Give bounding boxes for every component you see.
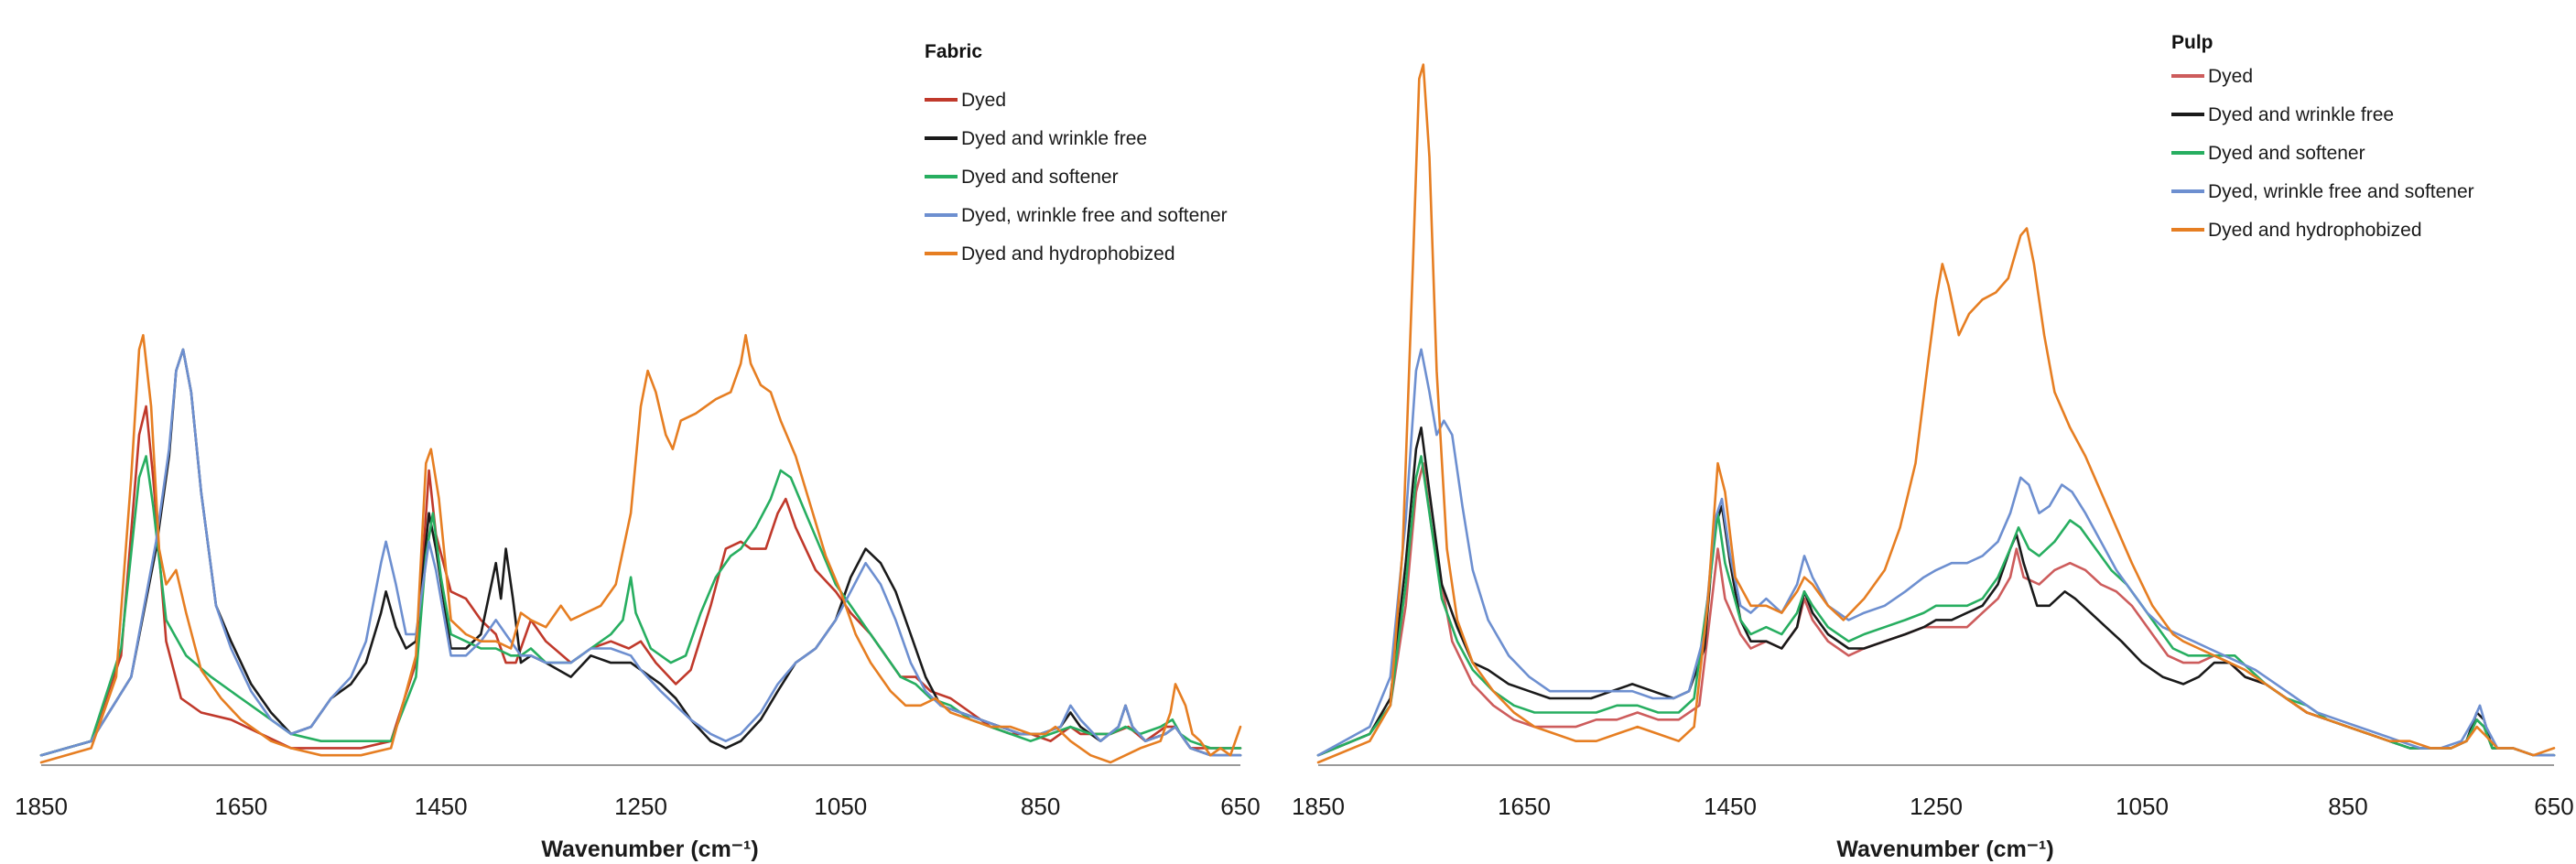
pulp-legend-label: Dyed and hydrophobized xyxy=(2208,220,2422,241)
pulp-x-tick-label: 1450 xyxy=(1704,793,1757,820)
pulp-x-tick-label: 1050 xyxy=(2116,793,2169,820)
fabric-x-tick-label: 850 xyxy=(1021,793,1060,820)
fabric-legend-label: Dyed xyxy=(961,90,1006,111)
fabric-x-tick-label: 1050 xyxy=(814,793,867,820)
pulp-series-dyed-and-hydrophobized xyxy=(1316,63,2556,764)
pulp-x-tick-label: 850 xyxy=(2328,793,2367,820)
pulp-chart: 1850 1650 1450 1250 1050 850 650 Wavenumber (cm… xyxy=(1292,32,2574,862)
fabric-legend-title: Fabric xyxy=(925,41,982,62)
fabric-legend-label: Dyed and softener xyxy=(961,167,1119,188)
pulp-x-tick-label: 1850 xyxy=(1292,793,1345,820)
fabric-legend: Fabric Dyed Dyed and wrinkle free Dyed and … xyxy=(925,41,1228,265)
pulp-x-tick-label: 650 xyxy=(2534,793,2573,820)
pulp-x-tick-label: 1250 xyxy=(1910,793,1963,820)
pulp-legend-label: Dyed xyxy=(2208,66,2253,87)
fabric-legend-label: Dyed, wrinkle free and softener xyxy=(961,205,1228,226)
pulp-legend-label: Dyed and wrinkle free xyxy=(2208,104,2394,125)
fabric-series-dyed-and-softener xyxy=(39,455,1242,757)
fabric-x-tick-label: 1450 xyxy=(415,793,468,820)
pulp-legend-title: Pulp xyxy=(2171,32,2213,53)
fabric-x-tick-label: 1850 xyxy=(15,793,68,820)
pulp-series-dyed-wrinkle-free-and-softener xyxy=(1316,348,2556,757)
fabric-series-dyed xyxy=(39,405,1242,757)
fabric-x-axis-title: Wavenumber (cm⁻¹) xyxy=(541,837,758,862)
fabric-x-tick-label: 650 xyxy=(1220,793,1260,820)
pulp-legend: Pulp Dyed Dyed and wrinkle free Dyed and so… xyxy=(2171,32,2474,241)
fabric-legend-label: Dyed and hydrophobized xyxy=(961,243,1175,265)
pulp-legend-label: Dyed and softener xyxy=(2208,143,2365,164)
pulp-series-dyed-and-wrinkle-free xyxy=(1316,427,2556,757)
pulp-series-dyed xyxy=(1316,461,2556,757)
pulp-x-axis-title: Wavenumber (cm⁻¹) xyxy=(1836,837,2053,862)
fabric-chart: 1850 1650 1450 1250 1050 850 650 Wavenumber (cm… xyxy=(15,41,1261,862)
fabric-series-dyed-and-hydrophobized xyxy=(39,333,1242,764)
fabric-x-tick-label: 1250 xyxy=(614,793,667,820)
fabric-x-tick-label: 1650 xyxy=(214,793,267,820)
pulp-x-tick-label: 1650 xyxy=(1498,793,1551,820)
pulp-legend-label: Dyed, wrinkle free and softener xyxy=(2208,181,2474,202)
fabric-legend-label: Dyed and wrinkle free xyxy=(961,128,1147,149)
pulp-series-dyed-and-softener xyxy=(1316,455,2556,757)
